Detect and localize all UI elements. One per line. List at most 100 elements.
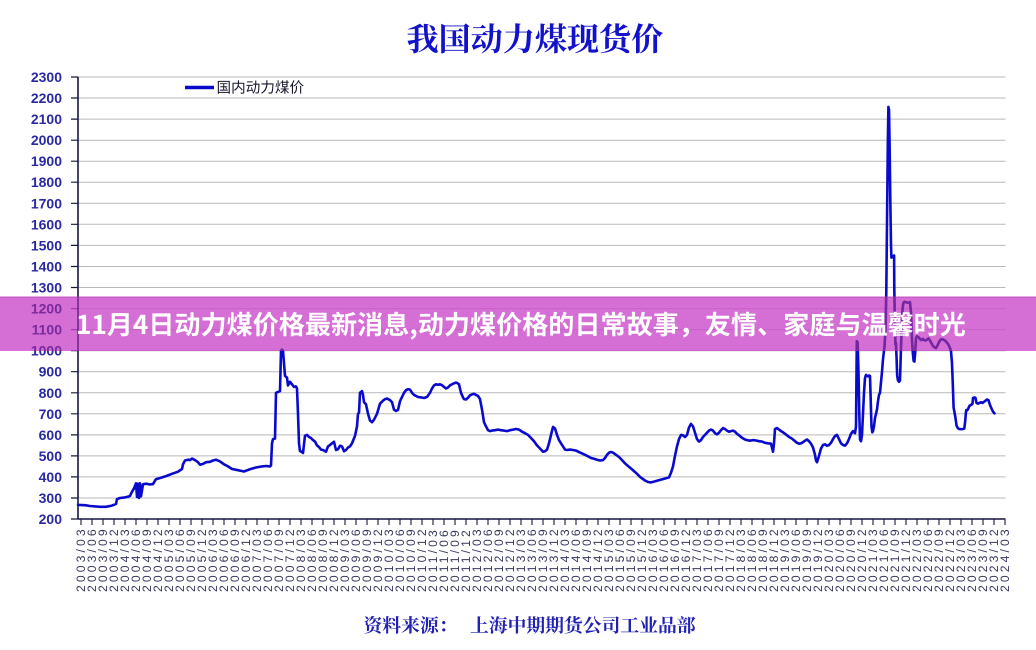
svg-text:2010/03: 2010/03 — [382, 526, 396, 592]
svg-text:2009/03: 2009/03 — [338, 526, 352, 592]
svg-text:1400: 1400 — [31, 259, 62, 275]
svg-text:2023/09: 2023/09 — [976, 526, 990, 592]
svg-text:2100: 2100 — [31, 111, 62, 127]
svg-text:2000: 2000 — [31, 132, 62, 148]
svg-text:2200: 2200 — [31, 90, 62, 106]
svg-text:1700: 1700 — [31, 195, 62, 211]
svg-text:2012/06: 2012/06 — [481, 526, 495, 592]
svg-text:2007/12: 2007/12 — [283, 526, 297, 592]
svg-text:2015/06: 2015/06 — [613, 526, 627, 592]
svg-text:2017/06: 2017/06 — [701, 526, 715, 592]
svg-text:1200: 1200 — [31, 301, 62, 317]
svg-text:1000: 1000 — [31, 343, 62, 359]
svg-text:2010/06: 2010/06 — [393, 526, 407, 592]
svg-text:2021/06: 2021/06 — [877, 526, 891, 592]
svg-text:2005/12: 2005/12 — [195, 526, 209, 592]
svg-text:2018/03: 2018/03 — [734, 526, 748, 592]
svg-text:2013/09: 2013/09 — [536, 526, 550, 592]
svg-text:2017/09: 2017/09 — [712, 526, 726, 592]
svg-text:2008/03: 2008/03 — [294, 526, 308, 592]
svg-text:2014/09: 2014/09 — [580, 526, 594, 592]
svg-text:200: 200 — [39, 511, 63, 527]
svg-text:2008/09: 2008/09 — [316, 526, 330, 592]
svg-text:2018/06: 2018/06 — [745, 526, 759, 592]
svg-text:2003/09: 2003/09 — [96, 526, 110, 592]
svg-text:2023/03: 2023/03 — [954, 526, 968, 592]
svg-text:2020/12: 2020/12 — [855, 526, 869, 592]
svg-text:2007/03: 2007/03 — [250, 526, 264, 592]
svg-text:2006/09: 2006/09 — [228, 526, 242, 592]
svg-text:2021/09: 2021/09 — [888, 526, 902, 592]
svg-text:2017/12: 2017/12 — [723, 526, 737, 592]
svg-text:2016/09: 2016/09 — [668, 526, 682, 592]
svg-text:2019/03: 2019/03 — [778, 526, 792, 592]
svg-text:2004/12: 2004/12 — [151, 526, 165, 592]
svg-text:2011/12: 2011/12 — [459, 527, 473, 592]
svg-text:2020/03: 2020/03 — [822, 526, 836, 592]
svg-text:900: 900 — [39, 364, 63, 380]
svg-text:2020/06: 2020/06 — [833, 526, 847, 592]
svg-text:2004/06: 2004/06 — [129, 526, 143, 592]
svg-text:2015/09: 2015/09 — [624, 526, 638, 592]
svg-text:1600: 1600 — [31, 216, 62, 232]
svg-text:2014/06: 2014/06 — [569, 526, 583, 592]
svg-text:2003/06: 2003/06 — [85, 526, 99, 592]
svg-text:2005/09: 2005/09 — [184, 526, 198, 592]
svg-text:1900: 1900 — [31, 153, 62, 169]
svg-text:2012/03: 2012/03 — [470, 526, 484, 592]
svg-text:2009/06: 2009/06 — [349, 526, 363, 592]
svg-text:2006/06: 2006/06 — [217, 526, 231, 592]
svg-text:2006/12: 2006/12 — [239, 526, 253, 592]
svg-text:1300: 1300 — [31, 280, 62, 296]
svg-text:2022/09: 2022/09 — [932, 526, 946, 592]
svg-text:2016/12: 2016/12 — [679, 526, 693, 592]
svg-text:2022/06: 2022/06 — [921, 526, 935, 592]
svg-text:2018/09: 2018/09 — [756, 526, 770, 592]
svg-text:2009/09: 2009/09 — [360, 526, 374, 592]
svg-text:2004/09: 2004/09 — [140, 526, 154, 592]
svg-text:2300: 2300 — [31, 69, 62, 85]
svg-text:2006/03: 2006/03 — [206, 526, 220, 592]
svg-text:2008/12: 2008/12 — [327, 526, 341, 592]
svg-text:2003/12: 2003/12 — [107, 526, 121, 592]
svg-text:2005/03: 2005/03 — [162, 526, 176, 592]
svg-text:2023/12: 2023/12 — [987, 526, 1001, 592]
svg-text:2021/03: 2021/03 — [866, 526, 880, 592]
svg-text:300: 300 — [39, 490, 63, 506]
svg-text:2015/12: 2015/12 — [635, 526, 649, 592]
svg-text:2014/12: 2014/12 — [591, 526, 605, 592]
svg-text:2013/03: 2013/03 — [514, 526, 528, 592]
svg-text:2010/12: 2010/12 — [415, 526, 429, 592]
svg-text:2005/06: 2005/06 — [173, 526, 187, 592]
svg-text:2015/03: 2015/03 — [602, 526, 616, 592]
svg-text:2013/12: 2013/12 — [547, 526, 561, 592]
svg-text:2012/09: 2012/09 — [492, 526, 506, 592]
svg-text:2011/06: 2011/06 — [437, 527, 451, 592]
svg-text:500: 500 — [39, 448, 63, 464]
svg-text:2018/12: 2018/12 — [767, 526, 781, 592]
svg-text:2011/03: 2011/03 — [426, 527, 440, 592]
svg-text:2010/09: 2010/09 — [404, 526, 418, 592]
svg-text:2008/06: 2008/06 — [305, 526, 319, 592]
svg-text:2012/12: 2012/12 — [503, 526, 517, 592]
svg-text:1500: 1500 — [31, 237, 62, 253]
svg-text:2016/03: 2016/03 — [646, 526, 660, 592]
svg-text:400: 400 — [39, 469, 63, 485]
svg-text:2007/06: 2007/06 — [261, 526, 275, 592]
svg-text:800: 800 — [39, 385, 63, 401]
svg-text:2019/09: 2019/09 — [800, 526, 814, 592]
svg-text:2017/03: 2017/03 — [690, 526, 704, 592]
svg-text:2011/09: 2011/09 — [448, 527, 462, 592]
svg-text:2019/06: 2019/06 — [789, 526, 803, 592]
svg-text:2007/09: 2007/09 — [272, 526, 286, 592]
svg-text:2013/06: 2013/06 — [525, 526, 539, 592]
svg-text:2004/03: 2004/03 — [118, 526, 132, 592]
svg-text:1800: 1800 — [31, 174, 62, 190]
svg-text:2022/03: 2022/03 — [910, 526, 924, 592]
svg-text:2024/03: 2024/03 — [998, 526, 1012, 592]
svg-text:2020/09: 2020/09 — [844, 526, 858, 592]
svg-text:2022/12: 2022/12 — [943, 526, 957, 592]
svg-text:2019/12: 2019/12 — [811, 526, 825, 592]
svg-text:2014/03: 2014/03 — [558, 526, 572, 592]
svg-text:700: 700 — [39, 406, 63, 422]
